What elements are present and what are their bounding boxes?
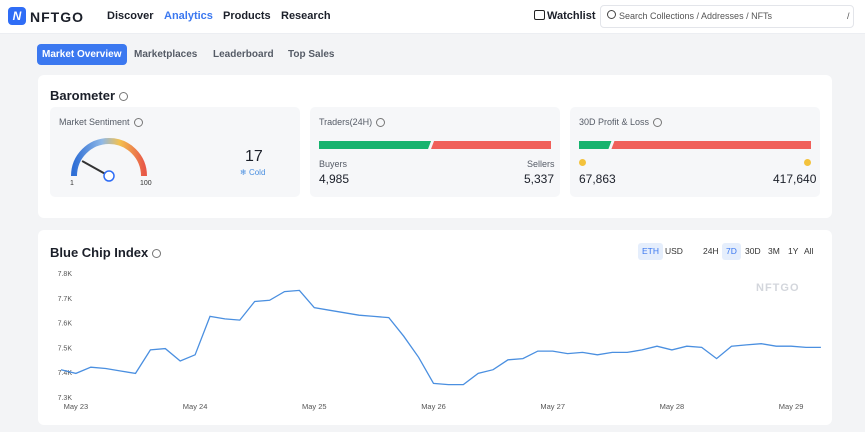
nav-item[interactable]: Research [281,10,331,22]
x-tick-label: May 24 [183,402,208,411]
info-icon[interactable] [653,118,663,128]
loss-value: 417,640 [773,172,817,186]
x-tick-label: May 28 [660,402,685,411]
buyers-label: Buyers [319,159,348,169]
gauge-arc [71,138,147,177]
x-tick-label: May 29 [779,402,804,411]
barometer-title: Barometer [50,88,129,103]
range-button[interactable]: 24H [703,246,719,256]
currency-button[interactable]: USD [665,246,683,256]
title-text: Blue Chip Index [50,245,149,260]
range-button[interactable]: 3M [768,246,780,256]
y-tick-label: 7.5K [58,345,73,352]
range-button[interactable]: 7D [722,243,741,260]
info-icon[interactable] [152,249,162,259]
info-icon[interactable] [376,118,386,128]
gauge-max: 100 [140,180,152,187]
label-text: Traders(24H) [319,117,373,127]
tab[interactable]: Market Overview [37,44,127,65]
tab[interactable]: Top Sales [288,49,335,60]
label-text: Market Sentiment [59,117,130,127]
gauge-min: 1 [70,180,74,187]
header: N NFTGO Discover Analytics Products Rese… [0,0,865,34]
sellers-value: 5,337 [524,172,555,186]
bar-positive [319,141,432,149]
nav-item[interactable]: Analytics [164,10,213,22]
nav-item[interactable]: Products [223,10,271,22]
traders-box [310,107,560,197]
x-tick-label: May 26 [421,402,446,411]
range-button[interactable]: All [804,246,814,256]
nav-item[interactable]: Discover [107,10,154,22]
sellers-label: Sellers [527,159,555,169]
y-tick-label: 7.4K [58,370,73,377]
status-text: Cold [248,168,266,177]
watchlist-icon [534,10,545,20]
label-text: 30D Profit & Loss [579,117,650,127]
chart-title: Blue Chip Index [50,245,162,260]
search-shortcut: / [847,11,850,21]
range-button[interactable]: 30D [745,246,761,256]
tab[interactable]: Leaderboard [213,49,274,60]
sentiment-status: ❄ Cold [240,168,266,177]
title-text: Barometer [50,88,116,103]
series-line [60,289,821,386]
search-box[interactable]: Search Collections / Addresses / NFTs / [600,5,854,28]
bar-positive [579,141,612,149]
profit-value: 67,863 [579,172,616,186]
x-tick-label: May 27 [540,402,565,411]
y-tick-label: 7.6K [58,321,73,328]
y-tick-label: 7.8K [58,271,73,278]
loss-emoji [804,159,811,166]
currency-button[interactable]: ETH [638,243,663,260]
watchlist[interactable]: Watchlist [547,10,596,22]
profit-loss-label: 30D Profit & Loss [579,117,663,128]
chart-card [38,230,832,425]
bar-negative [431,141,551,149]
bar-negative [611,141,811,149]
gauge-hub [103,170,115,182]
x-tick-label: May 23 [64,402,89,411]
buyers-value: 4,985 [319,172,350,186]
x-tick-label: May 25 [302,402,327,411]
sentiment-label: Market Sentiment [59,117,143,128]
y-tick-label: 7.3K [58,395,73,402]
traders-label: Traders(24H) [319,117,386,128]
profit-emoji [579,159,586,166]
range-button[interactable]: 1Y [788,246,799,256]
sentiment-value: 17 [245,148,263,165]
search-placeholder: Search Collections / Addresses / NFTs [619,11,773,21]
info-icon[interactable] [119,92,129,102]
info-icon[interactable] [133,118,143,128]
tab[interactable]: Marketplaces [134,49,198,60]
logo-icon[interactable]: N [8,7,26,25]
y-tick-label: 7.7K [58,296,73,303]
search-icon [607,10,616,19]
sentiment-box [50,107,300,197]
watermark: NFTGO [756,282,800,294]
profit-loss-box [570,107,820,197]
logo[interactable]: NFTGO [30,9,84,25]
